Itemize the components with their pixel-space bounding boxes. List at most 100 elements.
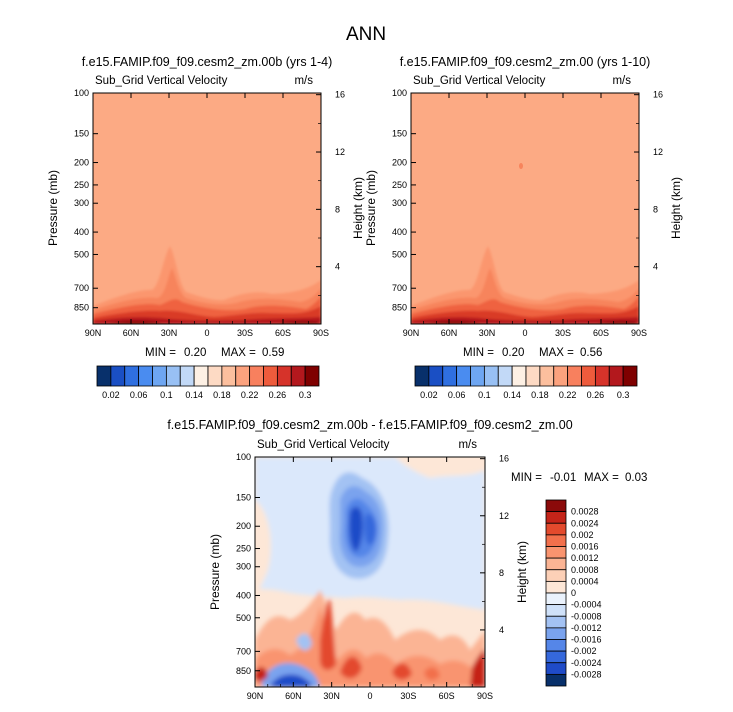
panel-1-colorbar-swatch [207,365,223,387]
panel-3-title: f.e15.FAMIP.f09_f09.cesm2_zm.00b - f.e15… [167,418,572,432]
panel-3-colorbar-swatch [545,627,567,640]
panel-3-ytick-label: 150 [236,493,251,503]
panel-1-colorbar-swatch [263,365,278,387]
panel-3-xtick-label: 90N [247,691,264,701]
panel-3-ytick-label: 250 [236,544,251,554]
panel-1-ytick-label: 500 [74,249,89,259]
panel-1-max-value: 0.59 [262,347,284,359]
panel-2-colorbar-swatch [497,365,513,387]
panel-1-colorbar-swatch [124,365,140,387]
panel-1-colorbar-label: 0.02 [102,390,120,400]
panel-2-htick-label: 8 [653,204,658,214]
panel-1-colorbar-swatch [110,365,126,387]
panel-3-colorbar-label: 0 [571,588,576,598]
panel-2-colorbar-swatch [525,365,541,387]
panel-1-colorbar-label: 0.1 [160,390,173,400]
panel-2-colorbar-label: 0.14 [503,390,521,400]
panel-1-colorbar-label: 0.3 [299,390,312,400]
panel-3-colorbar-label: -0.0028 [571,669,602,679]
panel-3-max-label: MAX = [584,472,619,484]
panel-3-variable: Sub_Grid Vertical Velocity [257,439,390,451]
panel-1-htick-label: 4 [335,262,340,272]
panel-2: f.e15.FAMIP.f09_f09.cesm2_zm.00 (yrs 1-1… [364,55,683,400]
panel-2-colorbar-swatch [567,365,582,387]
panel-3-min-value: -0.01 [550,472,576,484]
panel-1-colorbar-swatch [276,365,292,387]
panel-3-colorbar-swatch [545,511,567,524]
panel-3-colorbar-label: 0.0004 [571,576,599,586]
panel-1-colorbar-swatch [179,365,195,387]
panel-2-ylabel: Pressure (mb) [364,170,378,246]
panel-3-ytick-label: 200 [236,521,251,531]
panel-2-colorbar-label: 0.1 [478,390,491,400]
panel-2-xtick-label: 90S [631,328,647,338]
panel-3-colorbar-swatch [545,662,567,675]
panel-1-units: m/s [294,75,313,87]
panel-3-colorbar-swatch [545,557,567,571]
panel-1-colorbar: 0.02 0.06 0.1 0.14 0.18 0.22 0.26 0.3 [96,365,320,400]
panel-2-xtick-label: 0 [522,328,527,338]
panel-1-htick-label: 8 [335,204,340,214]
panel-3-colorbar-label: 0.0024 [571,518,599,528]
panel-1-colorbar-swatch [152,365,167,387]
panel-3-colorbar-swatch [545,650,567,664]
panel-3-colorbar-label: -0.0016 [571,635,602,645]
figure-title: ANN [346,24,386,45]
panel-3-colorbar-label: 0.0008 [571,565,599,575]
panel-1-ytick-label: 850 [74,303,89,313]
panel-1-colorbar-label: 0.14 [185,390,203,400]
panel-3-colorbar-label: -0.0012 [571,623,602,633]
panel-2-colorbar-swatch [428,365,444,387]
panel-1-ytick-label: 400 [74,227,89,237]
panel-3-units: m/s [458,439,477,451]
panel-3-colorbar-label: 0.0012 [571,553,599,563]
panel-2-colorbar-swatch [511,365,527,387]
panel-3-colorbar-swatch [545,499,567,513]
panel-2-ylabel-right: Height (km) [669,177,683,239]
panel-3-colorbar-swatch [545,546,567,559]
panel-3-xtick-label: 30S [400,691,416,701]
panel-3-colorbar-swatch [545,639,567,652]
panel-1-colorbar-swatch [235,365,251,387]
panel-1-ylabel-right: Height (km) [351,177,365,239]
panel-2-htick-label: 16 [653,90,663,100]
panel-3-colorbar-label: -0.0024 [571,658,602,668]
panel-2-ytick-label: 850 [392,303,407,313]
panel-1-xtick-label: 0 [204,328,209,338]
panel-3-ytick-label: 850 [236,666,251,676]
panel-2-ytick-label: 300 [392,198,407,208]
panel-2-ytick-label: 400 [392,227,407,237]
panel-2-xtick-label: 60N [441,328,458,338]
panel-1-ytick-label: 700 [74,283,89,293]
panel-3-colorbar-swatch [545,522,567,536]
panel-1-colorbar-label: 0.26 [269,390,287,400]
panel-3-ylabel-right: Height (km) [515,541,529,603]
panel-2-colorbar-swatch [483,365,499,387]
panel-2-ytick-label: 700 [392,283,407,293]
panel-2-colorbar-label: 0.18 [531,390,549,400]
panel-1-xtick-label: 90N [85,328,102,338]
panel-3-htick-label: 8 [499,568,504,578]
panel-3-ytick-label: 700 [236,646,251,656]
panel-3-field [255,457,485,687]
panel-2-colorbar-label: 0.26 [587,390,605,400]
panel-3-xtick-label: 90S [477,691,493,701]
panel-2-ytick-label: 200 [392,158,407,168]
panel-3-colorbar-swatch [545,673,567,687]
panel-2-colorbar-swatch [456,365,471,387]
panel-1-xtick-label: 60S [275,328,291,338]
panel-2-colorbar-swatch [622,365,638,387]
panel-2-ytick-label: 100 [392,88,407,98]
panel-1-xtick-label: 30S [237,328,253,338]
panel-3: f.e15.FAMIP.f09_f09.cesm2_zm.00b - f.e15… [167,418,647,701]
panel-1-colorbar-swatch [96,365,112,387]
panel-1-min-label: MIN = [145,347,176,359]
panel-3-ytick-label: 400 [236,590,251,600]
panel-2-variable: Sub_Grid Vertical Velocity [413,75,546,87]
panel-1-xtick-label: 90S [313,328,329,338]
panel-1-colorbar-swatch [290,365,306,387]
panel-2-ytick-label: 250 [392,180,407,190]
panel-1-ytick-label: 100 [74,88,89,98]
panel-3-colorbar-swatch [545,569,567,582]
